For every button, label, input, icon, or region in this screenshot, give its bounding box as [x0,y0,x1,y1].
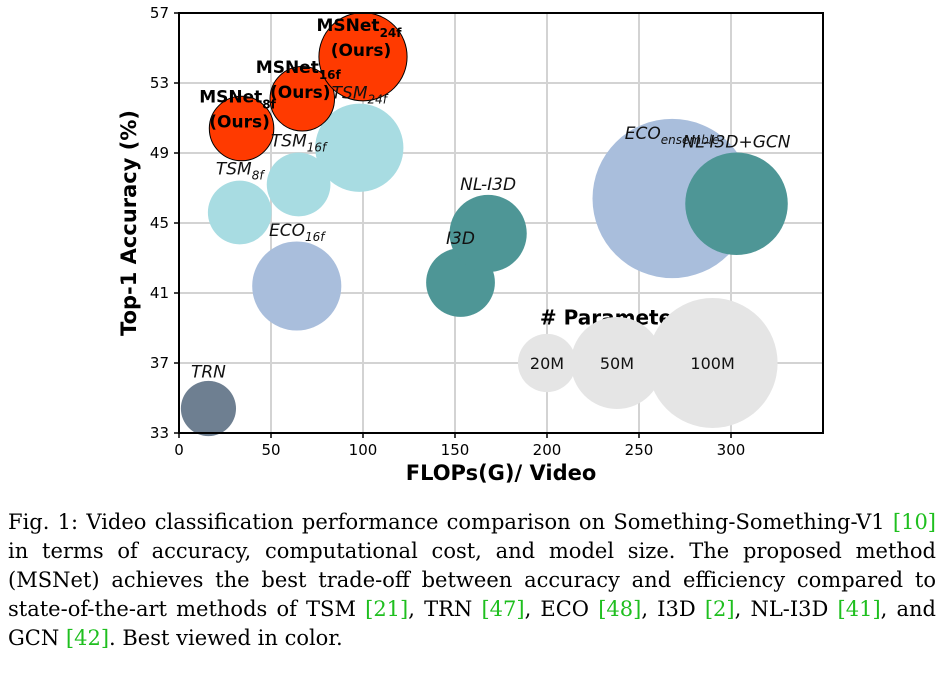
citation-link[interactable]: [21] [365,597,409,621]
legend-bubble [570,317,663,409]
x-tick-label: 100 [349,441,378,459]
citation-link[interactable]: [47] [481,597,525,621]
legend-label: 50M [600,354,634,373]
caption-text: . Best viewed in color. [109,626,343,650]
y-tick-label: 49 [150,144,169,162]
point-label-gcn: NL-I3D+GCN [683,132,791,152]
caption-text: , ECO [524,597,599,621]
bubble-tsm24 [315,103,404,192]
x-tick-label: 50 [261,441,280,459]
legend-label: 20M [530,354,564,373]
citation-link[interactable]: [41] [837,597,881,621]
axis-ticks: 0 50 100 150 200 250 300 33 37 41 45 49 53 57 [150,4,745,459]
legend-bubble [647,298,778,428]
bubbles [180,12,788,437]
ours-tag: (Ours) [270,83,331,103]
y-tick-label: 57 [150,4,169,22]
ours-tag: (Ours) [331,41,392,61]
y-tick-label: 37 [150,354,169,372]
caption-text: , I3D [641,597,705,621]
citation-link[interactable]: [10] [892,510,936,534]
y-tick-label: 33 [150,424,169,442]
point-label-trn: TRN [191,363,226,383]
legend-bubble [517,333,577,393]
caption-text: , NL-I3D [734,597,838,621]
point-label-i3d: I3D [446,229,475,249]
bubble-ms16 [269,66,336,132]
y-tick-label: 41 [150,284,169,302]
caption-text: , TRN [408,597,482,621]
y-axis-title: Top-1 Accuracy (%) [117,110,141,336]
ours-tag: (Ours) [209,113,270,133]
x-tick-label: 250 [625,441,654,459]
bubble-tsm16 [266,152,331,217]
legend-label: 100M [690,354,734,373]
bubble-trn [180,380,237,437]
citation-link[interactable]: [42] [65,626,110,650]
x-tick-label: 200 [533,441,562,459]
point-label-tsm16: TSM16f [271,131,328,154]
x-tick-label: 150 [441,441,470,459]
point-label-tsm8: TSM8f [216,159,265,182]
caption-text: in terms of accuracy, computational cost… [8,539,936,621]
bubble-nli3d [449,194,527,273]
caption-text: , and GCN [8,597,936,650]
bubble-ms8 [208,95,275,162]
x-tick-label: 0 [174,441,184,459]
point-label-nli3d: NL-I3D [460,175,516,195]
bubble-eco16 [252,241,342,331]
point-label-eco16: ECO16f [269,221,326,244]
y-tick-label: 53 [150,74,169,92]
x-axis-title: FLOPs(G)/ Video [406,461,597,485]
figure-caption: Fig. 1: Video classification performance… [8,508,936,653]
bubble-tsm8 [207,180,272,245]
citation-link[interactable]: [48] [598,597,642,621]
citation-link[interactable]: [2] [704,597,735,621]
caption-text: Fig. 1: Video classification performance… [8,510,893,534]
x-tick-label: 300 [717,441,746,459]
bubble-gcn [685,152,788,256]
y-tick-label: 45 [150,214,169,232]
